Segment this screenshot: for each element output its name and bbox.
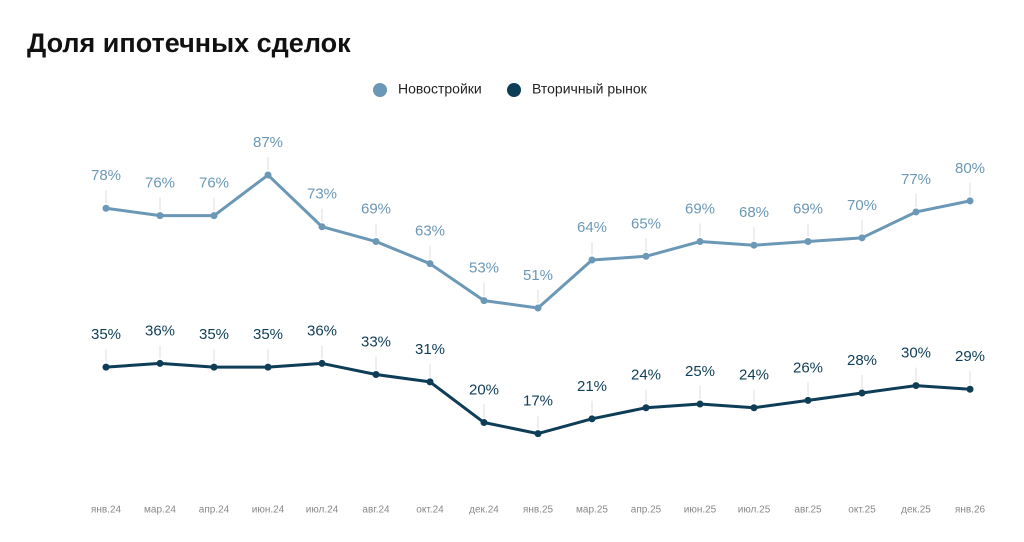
data-label: 78% [91,167,121,184]
data-point [480,297,488,305]
data-point [210,212,218,220]
data-label: 76% [199,175,229,192]
data-label: 20% [469,381,499,398]
data-point [588,256,596,264]
data-point [156,359,164,367]
data-point [750,404,758,412]
data-point [804,238,812,246]
data-label: 24% [631,367,661,384]
data-label: 25% [685,363,715,380]
data-label: 51% [523,267,553,284]
data-label: 35% [91,326,121,343]
data-label: 63% [415,223,445,240]
data-point [210,363,218,371]
data-point [426,260,434,268]
data-label: 26% [793,359,823,376]
data-point [858,234,866,242]
data-point [480,419,488,427]
data-label: 65% [631,215,661,232]
data-label: 33% [361,333,391,350]
data-point [534,430,542,438]
data-label: 77% [901,171,931,188]
x-tick-label: июл.24 [306,505,339,516]
data-label: 31% [415,341,445,358]
x-tick-label: мар.24 [144,505,176,516]
x-tick-label: янв.26 [955,505,986,516]
x-tick-label: авг.24 [362,505,390,516]
data-label: 69% [685,200,715,217]
data-point [426,378,434,386]
x-tick-label: дек.25 [901,505,931,516]
data-label: 29% [955,348,985,365]
data-label: 80% [955,160,985,177]
data-label: 21% [577,378,607,395]
data-point [102,363,110,371]
legend-label: Новостройки [398,81,482,97]
legend-marker [507,83,521,97]
x-tick-label: дек.24 [469,505,499,516]
data-point [372,370,380,378]
data-point [912,208,920,216]
data-point [804,396,812,404]
data-point [264,171,272,179]
x-tick-label: янв.25 [523,505,554,516]
data-point [156,212,164,220]
x-tick-label: янв.24 [91,505,122,516]
x-tick-label: окт.25 [848,505,876,516]
data-point [642,404,650,412]
data-point [696,400,704,408]
data-label: 76% [145,175,175,192]
data-label: 28% [847,352,877,369]
x-tick-label: авг.25 [794,505,822,516]
x-tick-label: мар.25 [576,505,608,516]
data-label: 53% [469,260,499,277]
data-label: 73% [307,186,337,203]
data-label: 35% [253,326,283,343]
data-label: 69% [361,200,391,217]
data-label: 17% [523,393,553,410]
data-label: 35% [199,326,229,343]
data-label: 69% [793,200,823,217]
data-label: 30% [901,345,931,362]
data-point [966,385,974,393]
data-point [534,304,542,312]
data-label: 36% [307,322,337,339]
data-point [372,238,380,246]
data-label: 87% [253,134,283,151]
legend-label: Вторичный рынок [532,81,648,97]
data-point [858,389,866,397]
data-point [318,359,326,367]
x-tick-label: апр.24 [199,505,230,516]
data-label: 24% [739,367,769,384]
legend-marker [373,83,387,97]
data-label: 70% [847,197,877,214]
series-line [105,173,971,310]
x-tick-label: июл.25 [738,505,771,516]
data-label: 36% [145,322,175,339]
data-point [318,223,326,231]
data-label: 68% [739,204,769,221]
x-tick-label: июн.24 [252,505,285,516]
data-point [750,241,758,249]
x-tick-label: июн.25 [684,505,717,516]
data-point [912,382,920,390]
data-point [642,252,650,260]
x-tick-label: окт.24 [416,505,444,516]
data-label: 64% [577,219,607,236]
data-point [966,197,974,205]
data-point [588,415,596,423]
data-point [264,363,272,371]
chart-title: Доля ипотечных сделок [27,28,351,58]
data-point [102,204,110,212]
data-point [696,238,704,246]
x-tick-label: апр.25 [631,505,662,516]
